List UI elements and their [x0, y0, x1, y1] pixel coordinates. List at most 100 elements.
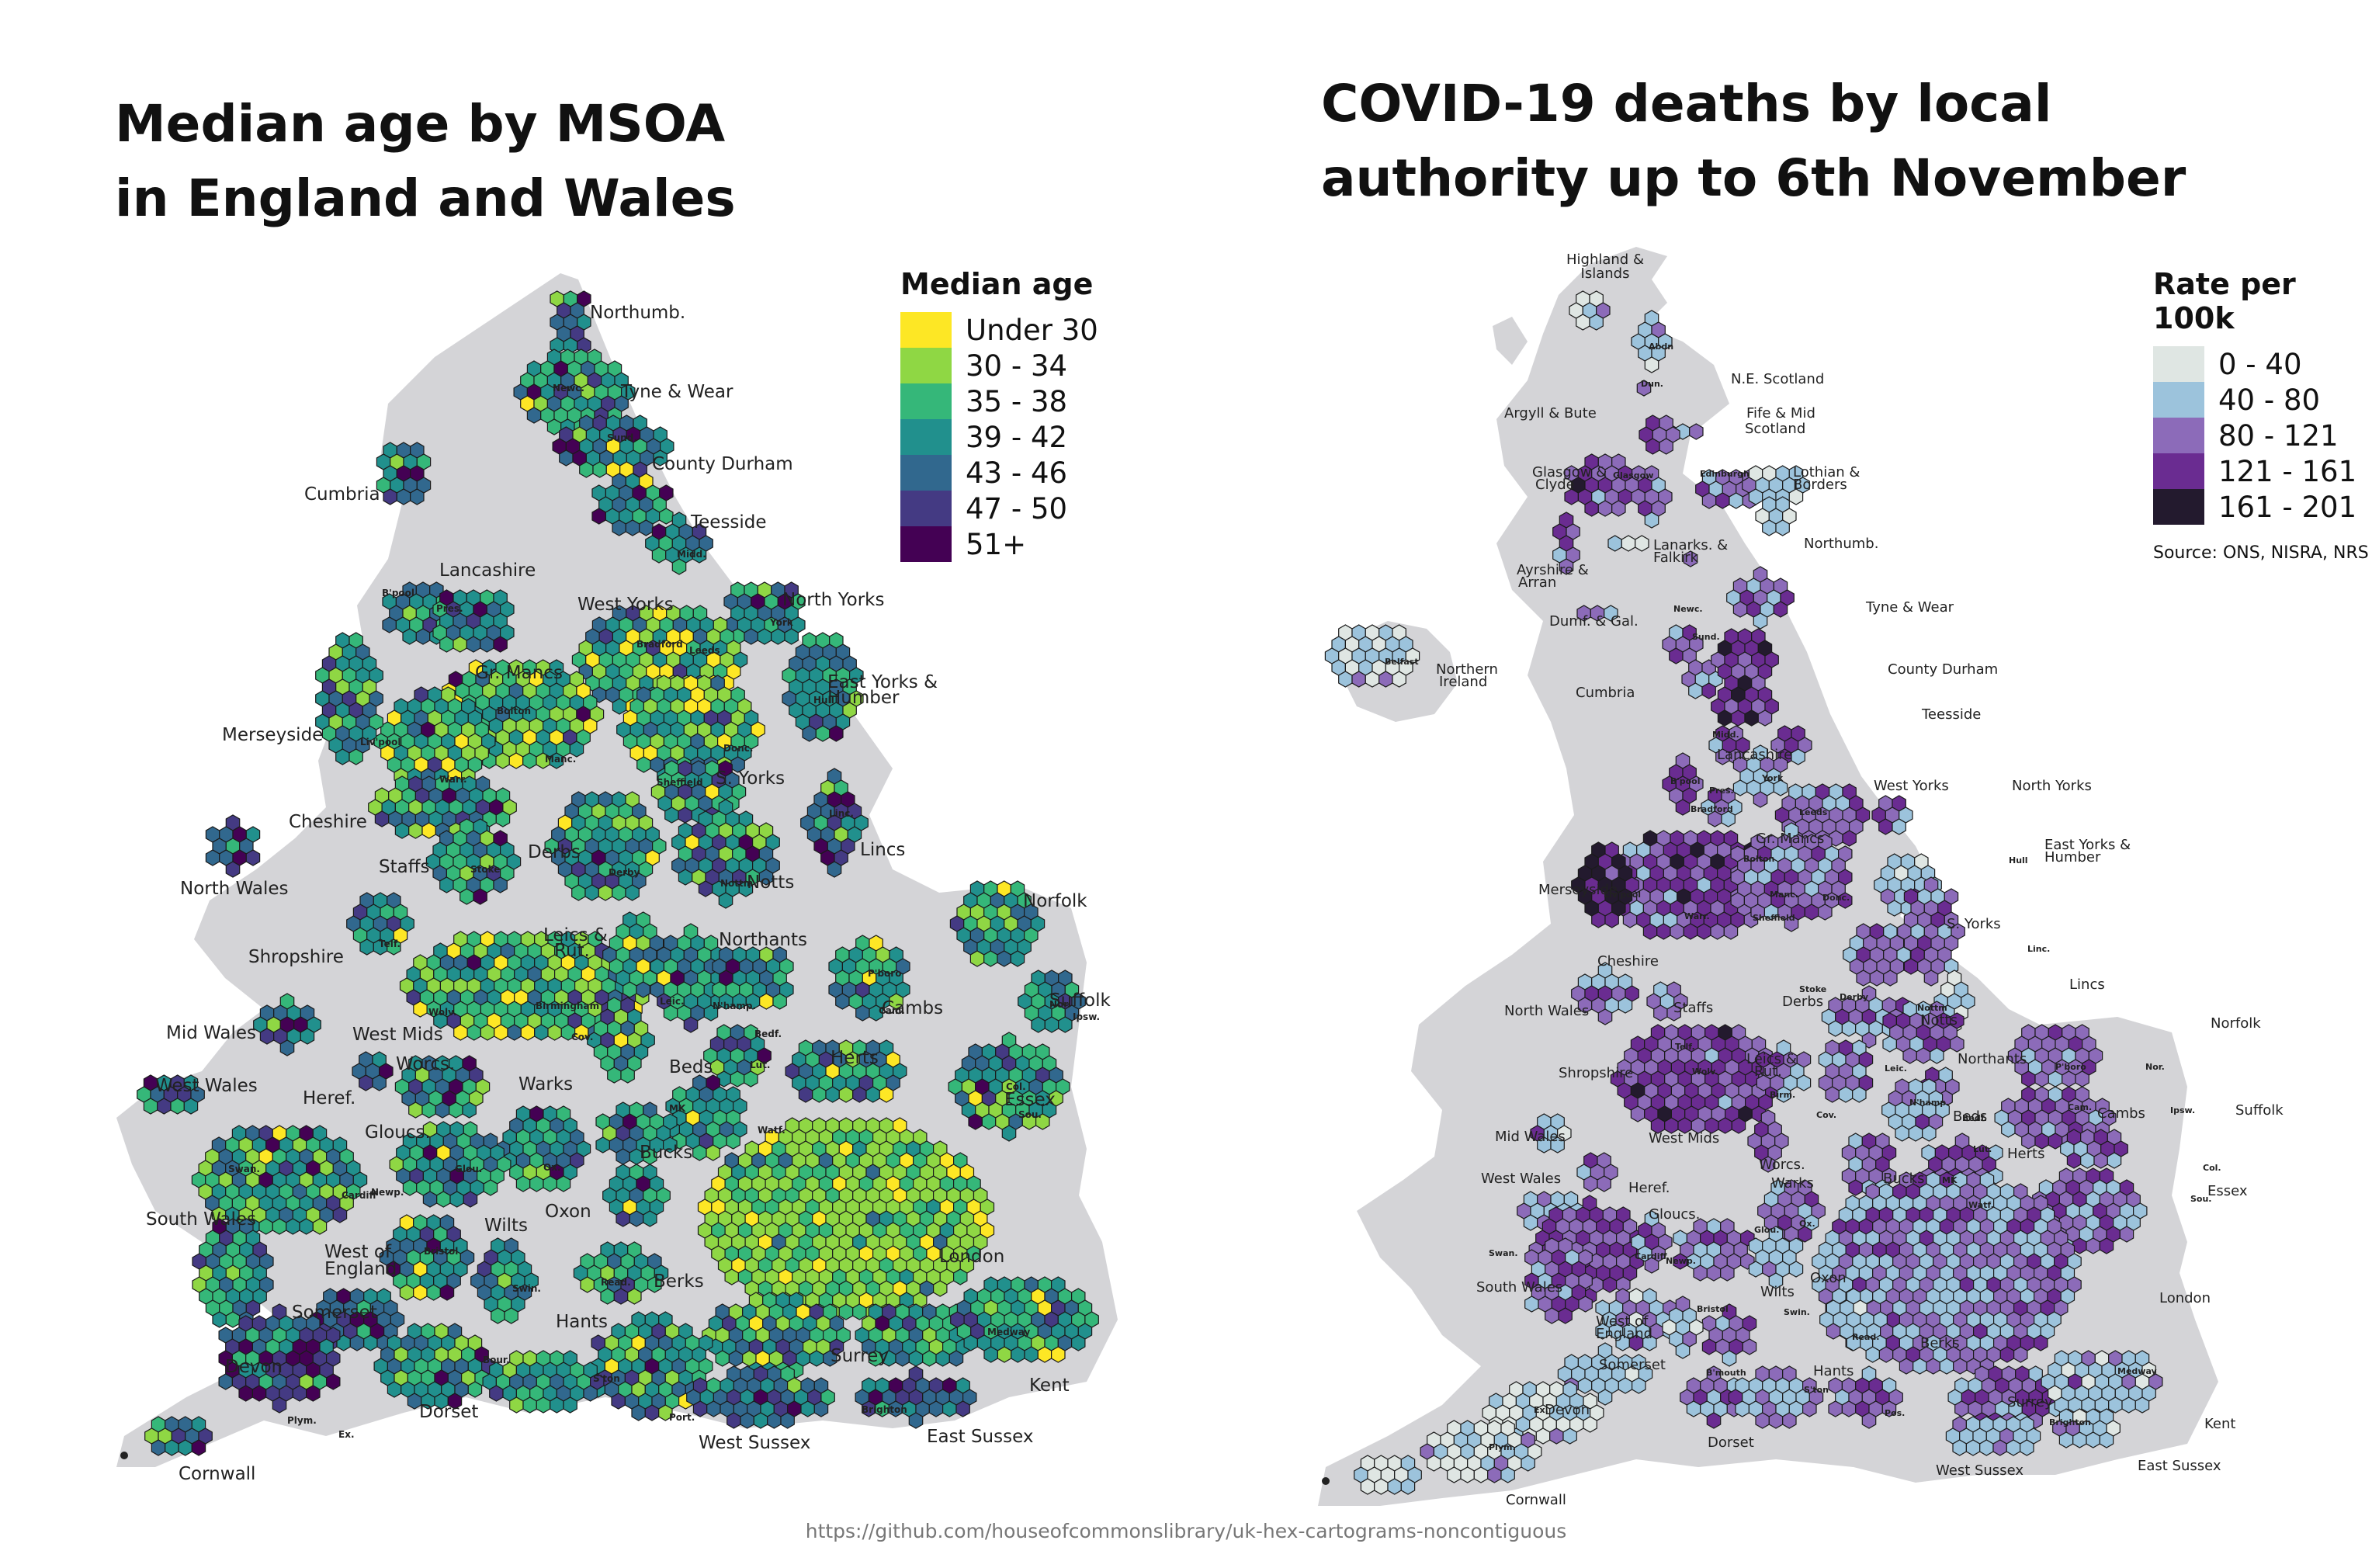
median-age-legend-swatch [900, 491, 952, 526]
hex-cell [1374, 1478, 1389, 1495]
hex-cell [349, 1334, 365, 1351]
hex-cell [509, 1396, 524, 1414]
region-label: Warks [1771, 1175, 1814, 1192]
hex-cell [447, 1393, 463, 1410]
area-cluster [1843, 923, 1911, 987]
city-label: Abdn [1649, 342, 1673, 352]
city-label: Sou. [1018, 1109, 1042, 1120]
hex-cell [1895, 1125, 1909, 1142]
hex-cell [306, 1385, 321, 1402]
region-label: S. Yorks [1947, 916, 2001, 932]
area-cluster [373, 1323, 496, 1410]
hex-cell [1010, 950, 1025, 967]
city-label: Linc. [829, 808, 854, 819]
city-label: Sund. [1692, 632, 1720, 642]
region-label: Berks [654, 1271, 704, 1292]
hex-cell [616, 1148, 630, 1165]
city-label: Wolv. [1692, 1067, 1718, 1077]
hex-cell [1597, 1008, 1613, 1025]
covid-deaths-legend-items: 0 - 40 40 - 80 80 - 121 121 - 161 161 - 201 [2153, 346, 2372, 525]
hex-cell [2001, 1121, 2016, 1138]
region-label: N.E. Scotland [1731, 371, 1824, 387]
hex-cell [1732, 601, 1748, 618]
hex-cell [1611, 500, 1626, 517]
hex-cell [522, 1396, 537, 1414]
area-cluster [1732, 744, 1788, 808]
city-label: Bour. [483, 1355, 510, 1365]
area-cluster [950, 1276, 1099, 1363]
region-label: Essex [1004, 1090, 1056, 1110]
hex-cell [1913, 1358, 1927, 1375]
hex-cell [312, 1218, 328, 1235]
hex-cell [692, 546, 707, 564]
area-cluster [1708, 725, 1750, 765]
hex-cell [928, 1400, 944, 1417]
region-label: Norfolk [2211, 1015, 2261, 1032]
hex-cell [1597, 1175, 1611, 1192]
area-cluster [1607, 535, 1649, 552]
hex-cell [439, 636, 454, 653]
hex-cell [1852, 1086, 1867, 1103]
region-label: West Yorks [1874, 778, 1949, 794]
hex-cell [948, 1350, 964, 1367]
city-label: Derby [1840, 992, 1868, 1002]
area-cluster [650, 923, 732, 1033]
area-cluster [2041, 1350, 2163, 1414]
hex-cell [1037, 1346, 1052, 1363]
hex-cell [1717, 709, 1732, 727]
hex-cell [1607, 535, 1622, 552]
hex-cell [1653, 1004, 1668, 1022]
hex-cell [692, 1144, 707, 1161]
hex-cell [467, 1381, 483, 1398]
hex-cell [1865, 1346, 1881, 1363]
city-label: Watf. [758, 1125, 785, 1136]
area-cluster [949, 880, 1046, 967]
hex-cell [1602, 1276, 1618, 1293]
hex-cell [1731, 709, 1746, 727]
city-label: Manc. [545, 754, 576, 765]
area-cluster [432, 589, 515, 653]
area-cluster [1770, 725, 1812, 765]
hex-cell [396, 488, 411, 505]
hex-cell [272, 1218, 287, 1235]
city-label: Cam. [879, 1005, 905, 1016]
median-age-legend-row: 47 - 50 [900, 491, 1098, 526]
hex-cell [727, 1412, 741, 1429]
hex-cell [579, 461, 594, 478]
hex-cell [643, 1148, 657, 1165]
hex-cell [534, 1024, 549, 1041]
hex-cell [1487, 1466, 1502, 1483]
hex-cell [1460, 1466, 1475, 1483]
hex-cell [359, 938, 374, 956]
hex-cell [559, 449, 574, 467]
region-label: Kent [2204, 1416, 2235, 1432]
covid-deaths-map-panel: COVID-19 deaths by local authority up to… [1186, 0, 2372, 1521]
hex-cell [259, 1028, 275, 1045]
hex-cell [1730, 892, 1746, 909]
region-label: London [2159, 1290, 2211, 1306]
area-cluster [1552, 512, 1580, 575]
hex-cell [1838, 1086, 1854, 1103]
region-label: Arran [1518, 574, 1556, 591]
median-age-legend-label: 51+ [966, 527, 1027, 561]
region-label: Devon [1545, 1402, 1590, 1418]
city-label: Brighton [2049, 1417, 2091, 1428]
hex-cell [408, 1101, 423, 1119]
city-label: Nottm [1917, 1003, 1947, 1013]
region-label: Clyde [1535, 477, 1575, 493]
hex-cell [292, 1385, 307, 1402]
median-age-legend-swatch [900, 455, 952, 491]
hex-cell [410, 488, 425, 505]
area-cluster [376, 442, 432, 505]
hex-cell [1644, 356, 1659, 373]
hex-cell [1670, 923, 1684, 940]
hex-cell [1558, 1307, 1573, 1324]
area-cluster [1564, 453, 1646, 517]
covid-deaths-legend-swatch [2153, 382, 2204, 418]
hex-cell [600, 1288, 615, 1305]
hex-cell [1621, 535, 1636, 552]
region-label: Humber [2044, 849, 2101, 866]
hex-cell [595, 1136, 611, 1153]
region-label: Mid Wales [1495, 1129, 1566, 1145]
city-label: Bristol [1697, 1304, 1729, 1314]
